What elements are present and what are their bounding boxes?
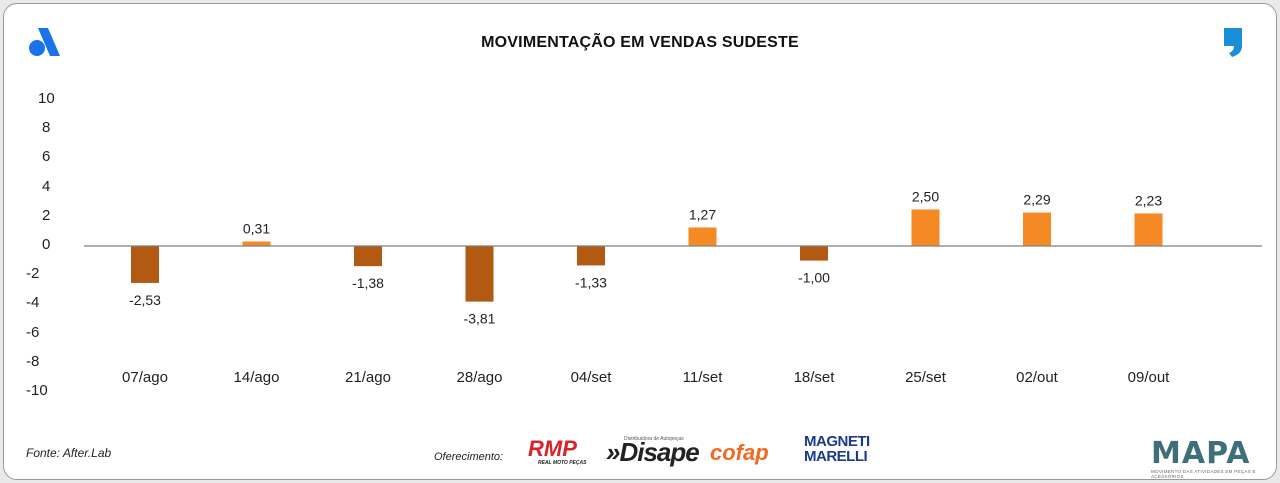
y-tick-label: -2 <box>26 265 40 283</box>
magneti-marelli-logo: MAGNETI MARELLI <box>804 434 870 464</box>
x-tick-label: 11/set <box>683 369 724 386</box>
y-tick-label: 0 <box>42 236 51 253</box>
bar-chart: -2,53 07/ago 0,31 14/ago -1,38 21/ago -3,81 28/… <box>84 189 1262 386</box>
x-tick-label: 07/ago <box>122 369 168 386</box>
data-label: -1,38 <box>352 275 384 291</box>
marelli-line: MARELLI <box>804 448 868 465</box>
bar-04/set <box>577 246 605 266</box>
rmp-logo: RMP REAL MOTO PEÇAS <box>528 436 587 466</box>
mapa-logo: MAPA <box>1151 436 1251 471</box>
data-label: 2,23 <box>1135 192 1162 208</box>
a-logo-icon <box>29 28 60 56</box>
rmp-logo-text: RMP <box>528 436 577 461</box>
mapa-subtitle: MOVIMENTO DAS ATIVIDADES EM PEÇAS E ACES… <box>1151 469 1256 479</box>
chart-title: MOVIMENTAÇÃO EM VENDAS SUDESTE <box>481 34 799 51</box>
bar-18/set <box>800 246 828 261</box>
bar-02/out <box>1023 212 1051 246</box>
x-tick-label: 14/ago <box>234 369 280 386</box>
data-label: 2,29 <box>1023 192 1050 208</box>
offer-label: Oferecimento: <box>434 451 504 463</box>
magneti-line: MAGNETI <box>804 433 870 450</box>
disape-logo: »Disape <box>606 437 700 467</box>
comma-logo-icon <box>1224 28 1242 57</box>
data-label: -1,33 <box>575 274 607 290</box>
y-tick-label: -4 <box>26 294 40 312</box>
bar-21/ago <box>354 246 382 267</box>
bar-14/ago <box>242 241 271 246</box>
data-label: -3,81 <box>464 311 496 327</box>
y-tick-label: 2 <box>42 206 51 224</box>
data-label: -1,00 <box>798 270 830 286</box>
x-tick-label: 18/set <box>794 369 836 386</box>
y-tick-label: -8 <box>26 352 40 370</box>
y-tick-label: 4 <box>42 177 51 195</box>
x-tick-label: 04/set <box>571 369 613 386</box>
data-label: -2,53 <box>129 292 161 308</box>
bar-09/out <box>1134 213 1163 246</box>
rmp-logo-subtitle: REAL MOTO PEÇAS <box>538 460 587 466</box>
x-tick-label: 21/ago <box>345 369 391 386</box>
y-tick-label: 6 <box>42 148 51 166</box>
x-tick-label: 28/ago <box>457 369 503 386</box>
y-tick-label: -10 <box>26 382 48 399</box>
data-label: 2,50 <box>912 189 939 205</box>
x-tick-label: 25/set <box>905 369 947 386</box>
y-tick-label: -6 <box>26 323 40 341</box>
bar-25/set <box>911 209 940 246</box>
x-tick-label: 09/out <box>1128 369 1171 386</box>
y-tick-label: 8 <box>42 119 51 137</box>
data-label: 1,27 <box>689 206 716 222</box>
y-tick-label: 10 <box>38 90 55 107</box>
x-tick-label: 02/out <box>1016 369 1059 386</box>
chart-card: MOVIMENTAÇÃO EM VENDAS SUDESTE 10 8 6 4 2 0 -2… <box>3 3 1277 480</box>
bar-11/set <box>688 227 717 246</box>
bar-28/ago <box>465 246 494 302</box>
bar-07/ago <box>131 246 159 283</box>
source-note: Fonte: After.Lab <box>26 446 112 460</box>
data-label: 0,31 <box>243 220 270 236</box>
cofap-logo: cofap <box>710 440 769 465</box>
disape-subtitle: Distribuidora de Autopeças <box>624 436 684 442</box>
